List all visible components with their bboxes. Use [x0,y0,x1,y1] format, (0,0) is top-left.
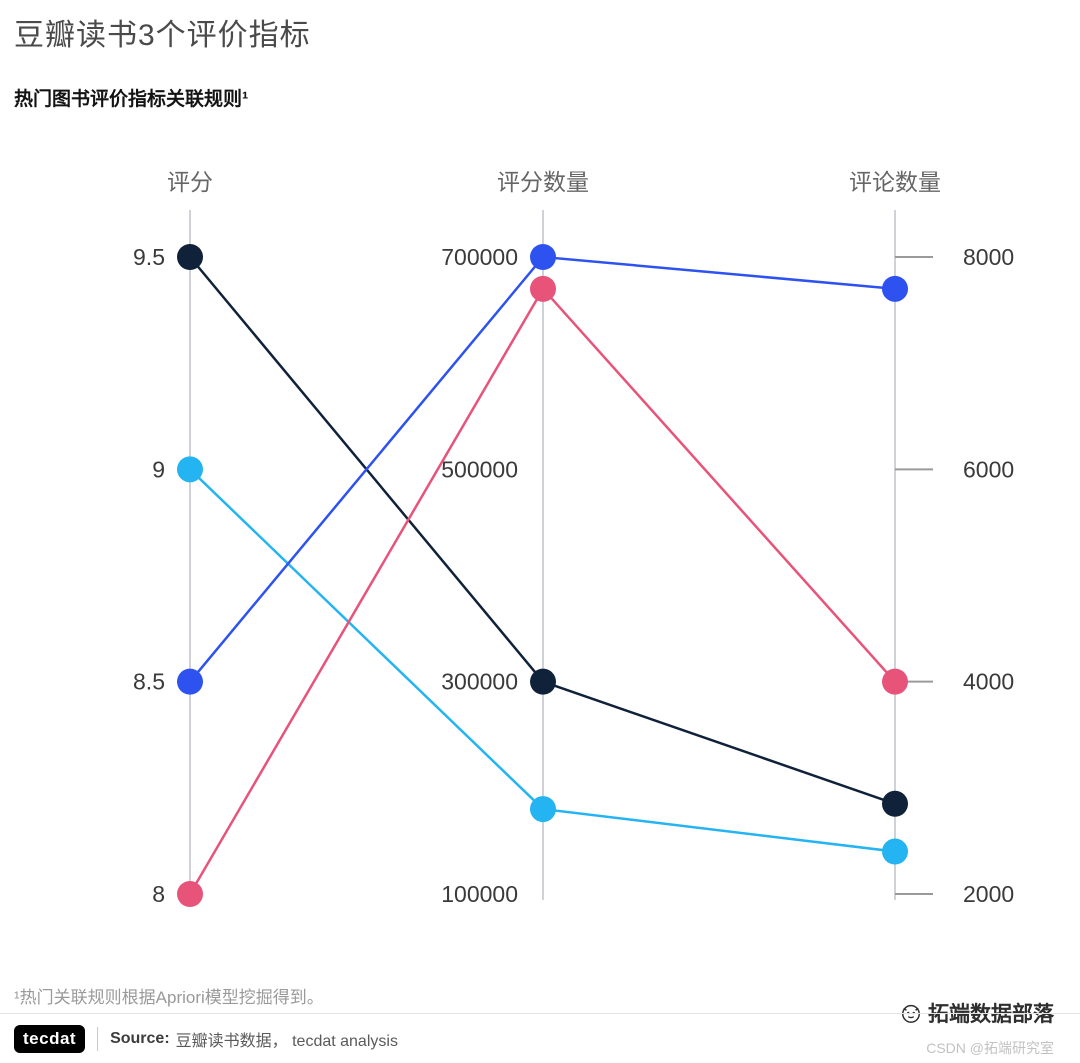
data-point-pink-axis1[interactable] [177,881,203,907]
data-point-cyan-axis2[interactable] [530,796,556,823]
footnote: ¹热门关联规则根据Apriori模型挖掘得到。 [14,988,324,1007]
tick-label: 6000 [963,456,1014,482]
data-point-blue-axis3[interactable] [882,275,908,302]
tick-label: 9.5 [133,244,165,270]
footer: tecdat Source: 豆瓣读书数据， tecdat analysis [0,1013,1080,1063]
axis-title: 评论数量 [849,169,941,195]
axis-title: 评分数量 [497,169,589,195]
footer-divider [97,1026,99,1051]
tick-label: 9 [152,456,165,482]
tick-label: 300000 [441,669,518,695]
tick-label: 100000 [441,881,518,907]
data-point-pink-axis2[interactable] [530,275,556,302]
tick-label: 2000 [963,881,1014,907]
brand-watermark-text: 拓端数据部落 [928,1003,1054,1026]
data-point-navy-axis2[interactable] [530,668,556,695]
tick-label: 4000 [963,669,1014,695]
chart-subtitle: 热门图书评价指标关联规则¹ [14,89,249,110]
data-point-navy-axis3[interactable] [882,790,908,817]
data-point-cyan-axis1[interactable] [177,456,203,483]
data-point-cyan-axis3[interactable] [882,838,908,865]
data-point-blue-axis2[interactable] [530,244,556,270]
data-point-navy-axis1[interactable] [177,244,203,270]
page-title: 豆瓣读书3个评价指标 [14,19,311,52]
data-point-blue-axis1[interactable] [177,668,203,695]
tick-label: 8 [152,881,165,907]
parallel-coordinates-chart: 评分 9.5 9 8.5 8 评分数量 700000 500000 300000 100000 评论… [133,169,1014,907]
tick-label: 500000 [441,456,518,482]
source-text: 豆瓣读书数据， tecdat analysis [175,1032,398,1050]
data-point-pink-axis3[interactable] [882,668,908,695]
source-label: Source: [110,1029,170,1047]
tick-label: 8.5 [133,669,165,695]
tecdat-logo: tecdat [14,1024,86,1053]
tick-label: 8000 [963,244,1014,270]
axis-title: 评分 [167,169,213,195]
csdn-watermark: CSDN @拓端研究室 [926,1040,1054,1056]
tick-label: 700000 [441,244,518,270]
